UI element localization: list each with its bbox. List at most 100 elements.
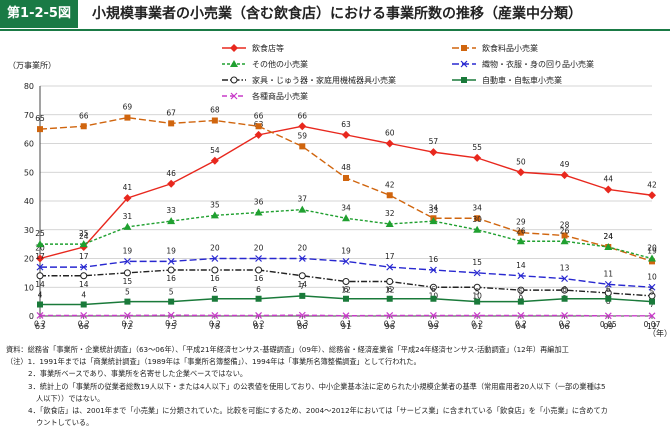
data-point xyxy=(37,301,43,308)
notes: 資料：総務省「事業所・企業統計調査」（63〜06年）、「平成21年経済センサス-… xyxy=(6,344,666,429)
x-axis-label: （年） xyxy=(648,328,670,338)
data-label: 0.2 xyxy=(515,319,527,328)
data-point xyxy=(343,175,349,181)
legend-item: 織物・衣服・身の回り品小売業 xyxy=(452,59,594,69)
data-label: 49 xyxy=(560,160,570,169)
data-point xyxy=(123,222,132,230)
data-label: 34 xyxy=(341,203,351,212)
data-label: 0.1 xyxy=(340,320,352,329)
marker-stroke xyxy=(561,312,568,319)
legend-marker xyxy=(461,77,467,83)
legend-item: 各種商品小売業 xyxy=(222,91,308,101)
legend-label: その他の小売業 xyxy=(252,59,308,69)
data-label: 0.05 xyxy=(600,320,617,329)
data-point xyxy=(36,263,44,271)
data-label: 10 xyxy=(647,272,657,281)
x-tick-label: 75 xyxy=(166,322,176,331)
data-label: 0.2 xyxy=(384,319,396,328)
data-point xyxy=(254,130,263,139)
data-point xyxy=(604,312,612,320)
data-label: 69 xyxy=(123,103,133,112)
marker-stroke xyxy=(386,312,394,319)
data-label: 29 xyxy=(516,218,526,227)
data-label: 15 xyxy=(123,277,133,286)
data-point xyxy=(561,312,568,319)
data-label: 6 xyxy=(212,285,217,294)
data-point xyxy=(604,280,612,288)
series-group: 2024414654636663605755504944426566696768… xyxy=(34,103,661,329)
data-point xyxy=(386,278,394,285)
data-point xyxy=(474,215,481,222)
data-label: 5 xyxy=(125,288,130,297)
data-point xyxy=(473,225,482,233)
data-label: 63 xyxy=(341,120,351,129)
marker-stroke xyxy=(230,92,238,100)
marker-stroke xyxy=(604,312,612,320)
data-point xyxy=(168,120,175,127)
legend-label: 自動車・自転車小売業 xyxy=(482,75,562,85)
data-point xyxy=(429,148,438,157)
data-point xyxy=(167,257,175,265)
data-point xyxy=(255,266,263,274)
x-tick-label: 63 xyxy=(35,322,45,331)
data-point xyxy=(167,179,176,188)
data-point xyxy=(298,272,306,280)
data-point xyxy=(298,311,306,319)
data-point xyxy=(604,185,613,194)
data-label: 26 xyxy=(516,226,526,235)
data-label: 55 xyxy=(472,143,482,152)
y-tick-label: 80 xyxy=(24,82,34,91)
x-tick-label: 06 xyxy=(559,322,569,331)
x-tick-label: 81 xyxy=(253,322,263,331)
marker-stroke xyxy=(460,60,468,68)
data-point xyxy=(561,295,568,302)
data-label: 5 xyxy=(650,288,655,297)
data-point xyxy=(80,263,88,271)
data-point xyxy=(342,130,350,139)
data-point xyxy=(254,208,263,216)
data-label: 20 xyxy=(35,244,45,253)
data-point xyxy=(474,298,481,305)
x-tick-labels: 63 66 72 75 78 81 86 91 96 99 01 04 06 09 12 xyxy=(35,316,657,331)
marker-stroke xyxy=(604,280,612,288)
data-label: 0.3 xyxy=(296,319,308,328)
data-point xyxy=(561,286,569,294)
data-label: 59 xyxy=(298,131,308,140)
marker-stroke xyxy=(80,263,88,271)
note-2: 2．事業所ベースであり、事業所を名寄せした企業ベースではない。 xyxy=(28,369,248,379)
data-point xyxy=(385,220,394,227)
data-label: 0.07 xyxy=(644,320,661,329)
y-tick-label: 50 xyxy=(24,168,34,177)
x-tick-label: 86 xyxy=(297,322,307,331)
data-point xyxy=(385,139,394,148)
marker-stroke xyxy=(255,255,262,262)
data-point xyxy=(211,312,219,319)
data-label: 33 xyxy=(166,206,176,215)
marker-stroke xyxy=(255,312,262,319)
marker-stroke xyxy=(36,263,44,271)
data-label: 54 xyxy=(210,146,220,155)
data-point xyxy=(79,240,88,248)
data-label: 34 xyxy=(429,203,439,212)
data-label: 16 xyxy=(254,274,264,283)
data-label: 50 xyxy=(516,157,526,166)
data-point xyxy=(80,272,88,280)
data-point xyxy=(430,266,437,274)
data-point xyxy=(560,237,569,245)
data-point xyxy=(516,237,525,245)
data-point xyxy=(211,295,218,302)
data-point xyxy=(561,275,568,283)
data-point xyxy=(386,192,393,199)
data-label: 0.2 xyxy=(559,319,571,328)
marker-stroke xyxy=(167,311,175,319)
marker-stroke xyxy=(211,312,219,319)
figure-header: 第1-2-5図 小規模事業者の小売業（含む飲食店）における事業所数の推移（産業中… xyxy=(0,0,670,31)
data-label: 17 xyxy=(385,252,395,261)
data-label: 4 xyxy=(38,291,43,300)
y-tick-label: 60 xyxy=(24,140,34,149)
data-point xyxy=(36,272,44,280)
data-point xyxy=(255,312,262,319)
marker-stroke xyxy=(648,283,656,291)
